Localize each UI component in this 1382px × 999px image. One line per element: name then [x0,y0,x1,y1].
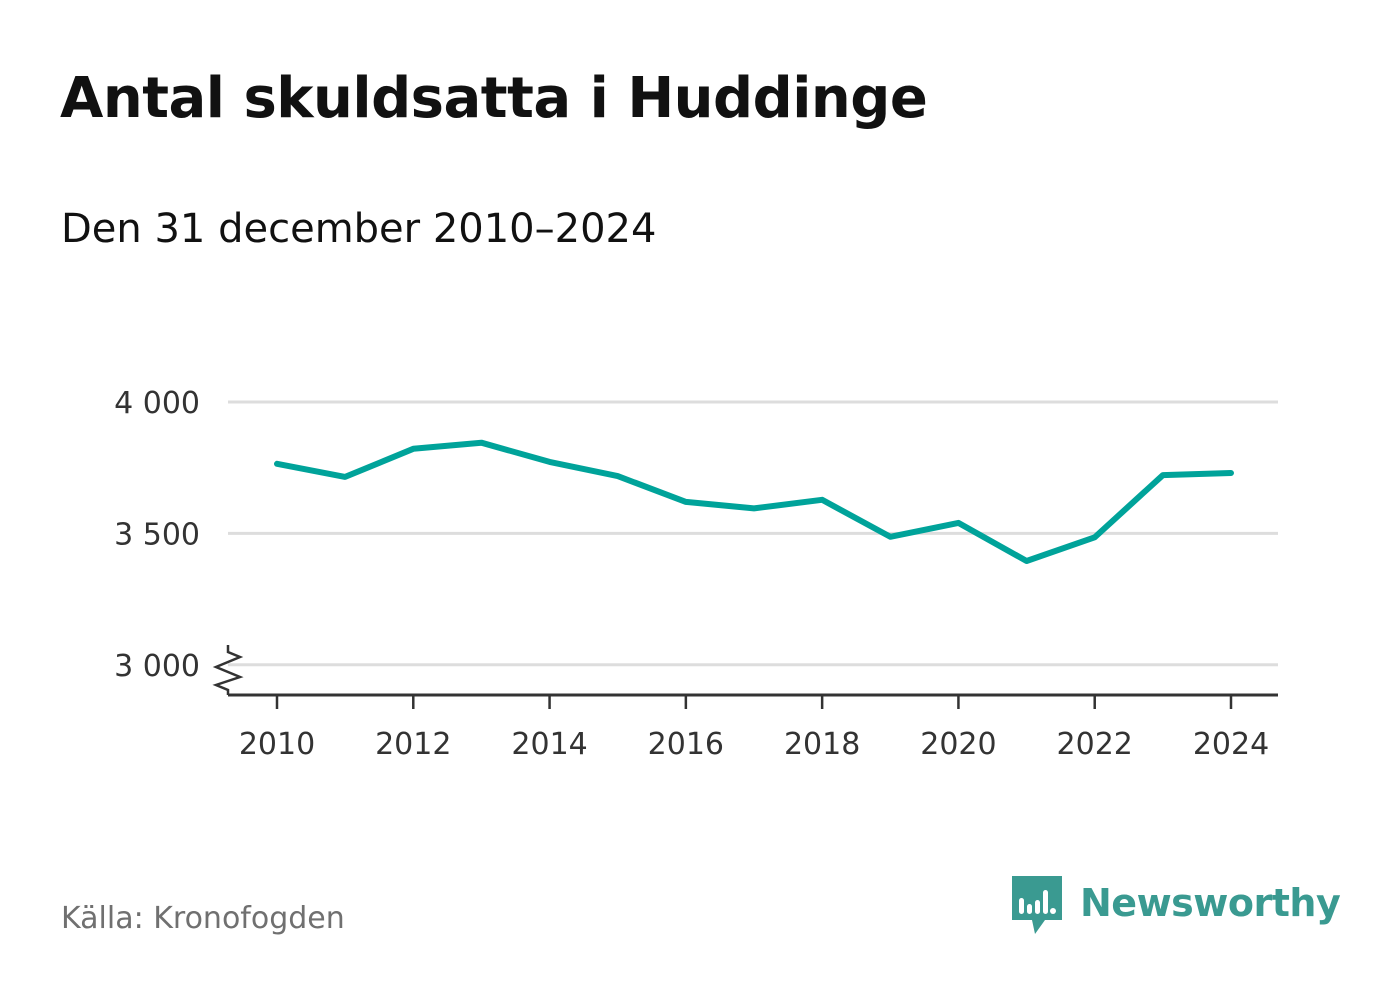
x-tick-label: 2014 [511,727,587,762]
axis-break-zigzag [212,645,244,695]
x-tick-label: 2020 [920,727,996,762]
x-tick-label: 2018 [784,727,860,762]
x-tick-label: 2022 [1057,727,1133,762]
y-axis-ticks: 3 000 3 500 4 000 [114,386,200,684]
x-tick-label: 2012 [375,727,451,762]
x-tick-label: 2016 [648,727,724,762]
x-tick-label: 2024 [1193,727,1269,762]
y-tick-label: 3 500 [114,517,200,552]
x-axis: 2010 2012 2014 2016 2018 2020 2022 2024 [228,693,1278,762]
axis-break-marker [212,645,244,695]
series-group [274,439,1234,564]
series-line [274,439,1234,564]
y-tick-label: 3 000 [114,649,200,684]
grid-lines [228,400,1278,667]
y-tick-label: 4 000 [114,386,200,421]
chart-subtitle: Den 31 december 2010–2024 [61,206,657,252]
brand-name: Newsworthy [1080,881,1341,925]
chart-title: Antal skuldsatta i Huddinge [60,66,928,131]
x-tick-label: 2010 [239,727,315,762]
brand-logo: Newsworthy [1012,876,1341,942]
newsworthy-logo-icon [1012,876,1062,934]
source-note: Källa: Kronofogden [61,901,345,936]
